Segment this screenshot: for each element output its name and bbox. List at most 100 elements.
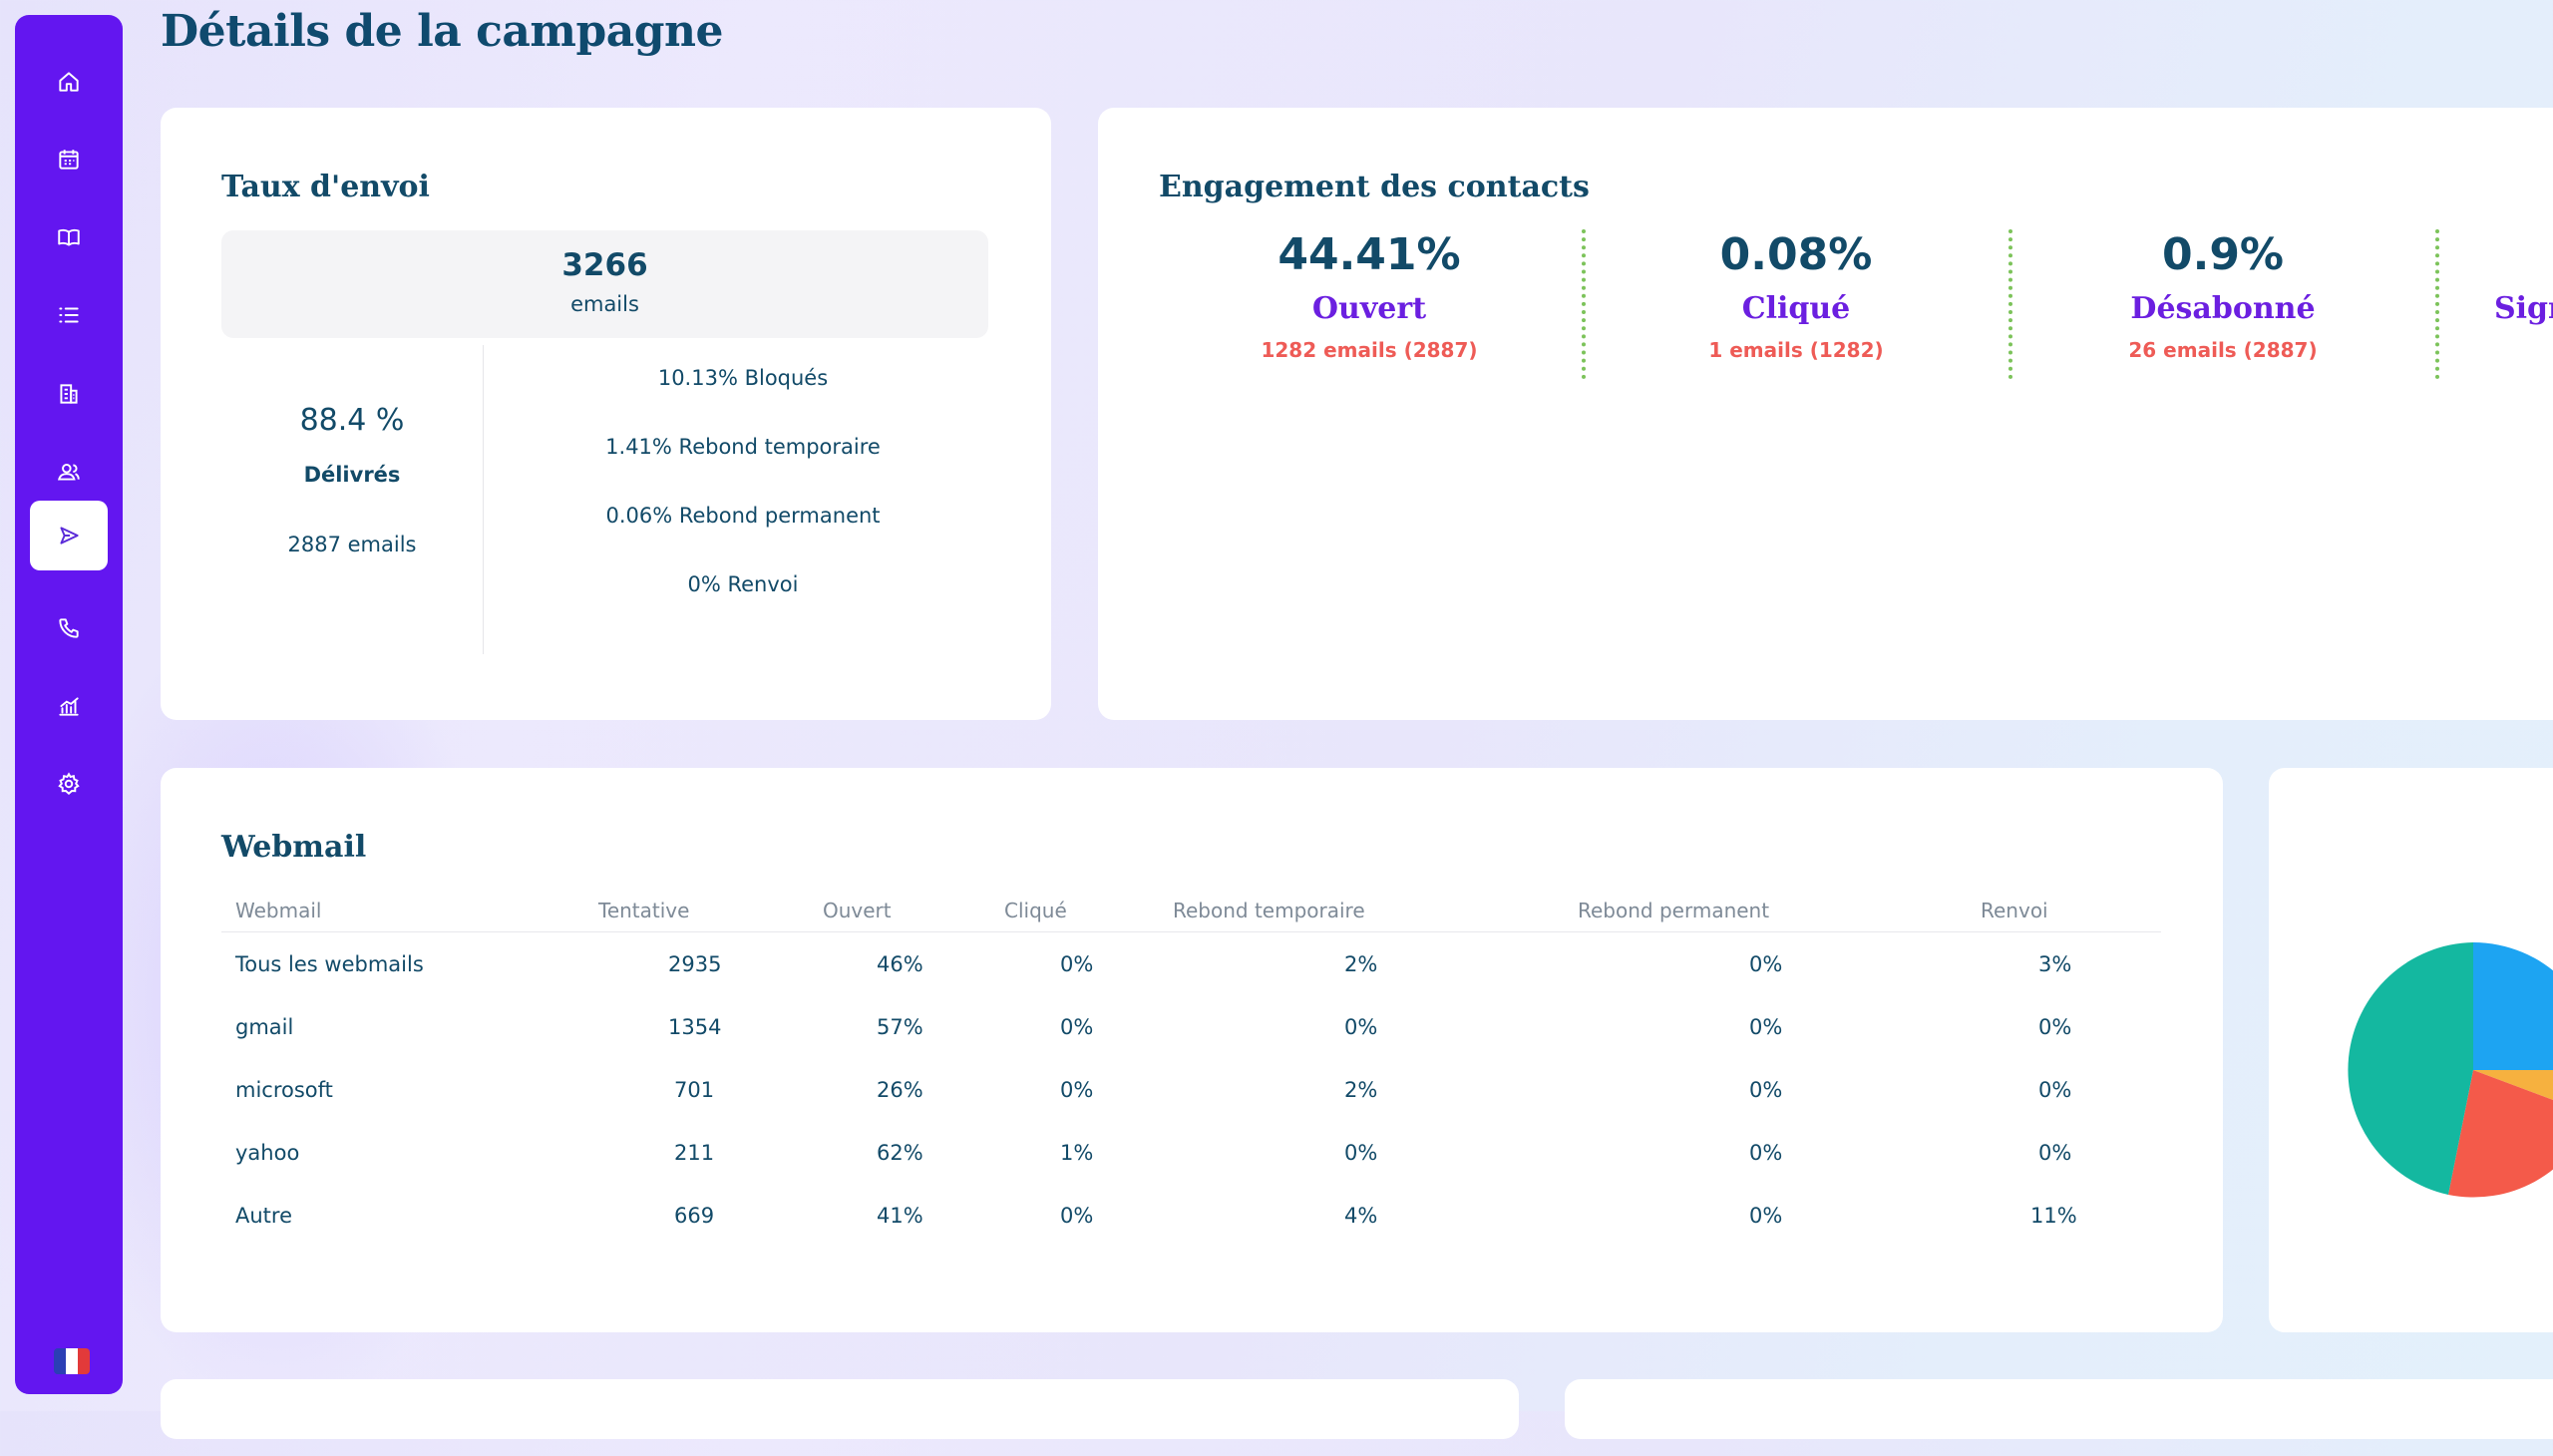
cell-attempts: 1354 bbox=[668, 1014, 722, 1039]
engagement-title: Engagement des contacts bbox=[1159, 170, 1590, 204]
cell-resend: 0% bbox=[2038, 1140, 2072, 1165]
engagement-card: Engagement des contacts 44.41% Ouvert 12… bbox=[1098, 108, 2553, 720]
delivered-label: Délivrés bbox=[303, 463, 401, 487]
pie-slice[interactable] bbox=[2348, 942, 2473, 1195]
nav-campaigns[interactable] bbox=[30, 501, 108, 570]
metric-reported-value bbox=[2494, 227, 2553, 283]
book-icon bbox=[58, 228, 80, 246]
total-emails-value: 3266 bbox=[561, 247, 648, 283]
cell-soft-bounce: 0% bbox=[1344, 1014, 1378, 1039]
table-header-row: Webmail Tentative Ouvert Cliqué Rebond t… bbox=[221, 890, 2161, 932]
nav-calls[interactable] bbox=[30, 593, 108, 663]
cell-resend: 0% bbox=[2038, 1014, 2072, 1039]
sidebar bbox=[15, 15, 123, 1394]
metric-opened-label: Ouvert bbox=[1311, 291, 1427, 326]
cell-hard-bounce: 0% bbox=[1749, 1014, 1783, 1039]
column-header-webmail[interactable]: Webmail bbox=[221, 890, 598, 932]
bottom-card-left bbox=[161, 1379, 1519, 1439]
cell-opened: 41% bbox=[877, 1203, 923, 1228]
pie-slice[interactable] bbox=[2448, 1070, 2553, 1198]
cell-hard-bounce: 0% bbox=[1749, 1140, 1783, 1165]
cell-soft-bounce: 2% bbox=[1344, 951, 1378, 976]
webmail-title: Webmail bbox=[221, 830, 367, 865]
metric-unsubscribed-label: Désabonné bbox=[2130, 291, 2316, 326]
cell-soft-bounce: 2% bbox=[1344, 1077, 1378, 1102]
cell-clicked: 0% bbox=[1060, 1014, 1094, 1039]
cell-hard-bounce: 0% bbox=[1749, 1077, 1783, 1102]
gear-icon bbox=[58, 772, 80, 796]
pie-slice[interactable] bbox=[2473, 942, 2553, 1070]
table-row: microsoft 701 26% 0% 2% 0% 0% bbox=[221, 1058, 2161, 1121]
nav-companies[interactable] bbox=[30, 359, 108, 429]
metric-opened-value: 44.41% bbox=[1277, 229, 1461, 280]
metric-clicked-sub: 1 emails (1282) bbox=[1708, 338, 1884, 362]
nav-calendar[interactable] bbox=[30, 125, 108, 194]
soft-bounce-rate: 1.41% Rebond temporaire bbox=[605, 435, 881, 459]
cell-resend: 11% bbox=[2030, 1203, 2077, 1228]
cell-opened: 46% bbox=[877, 951, 923, 976]
metric-separator bbox=[2008, 229, 2012, 379]
nav-home[interactable] bbox=[30, 47, 108, 117]
cell-webmail: microsoft bbox=[235, 1077, 333, 1102]
cell-opened: 26% bbox=[877, 1077, 923, 1102]
webmail-card: Webmail Webmail Tentative Ouvert Cliqué … bbox=[161, 768, 2223, 1332]
table-row: yahoo 211 62% 1% 0% 0% 0% bbox=[221, 1121, 2161, 1184]
phone-icon bbox=[59, 618, 79, 638]
cell-clicked: 0% bbox=[1060, 951, 1094, 976]
france-flag-icon[interactable] bbox=[54, 1348, 90, 1374]
nav-contacts[interactable] bbox=[30, 437, 108, 507]
pie-chart bbox=[2348, 942, 2553, 1198]
analytics-icon bbox=[59, 697, 79, 716]
column-header-resend[interactable]: Renvoi bbox=[1981, 890, 2161, 932]
nav-list[interactable] bbox=[30, 280, 108, 350]
divider bbox=[483, 345, 484, 654]
table-row: gmail 1354 57% 0% 0% 0% 0% bbox=[221, 995, 2161, 1058]
cell-opened: 57% bbox=[877, 1014, 923, 1039]
cell-attempts: 669 bbox=[674, 1203, 715, 1228]
cell-clicked: 0% bbox=[1060, 1203, 1094, 1228]
cell-opened: 62% bbox=[877, 1140, 923, 1165]
cell-attempts: 211 bbox=[674, 1140, 715, 1165]
nav-settings[interactable] bbox=[30, 749, 108, 819]
column-header-opened[interactable]: Ouvert bbox=[823, 890, 1004, 932]
cell-resend: 3% bbox=[2038, 951, 2072, 976]
metric-separator bbox=[2435, 229, 2439, 379]
cell-attempts: 701 bbox=[674, 1077, 715, 1102]
nav-book[interactable] bbox=[30, 202, 108, 272]
page-title: Détails de la campagne bbox=[161, 6, 724, 57]
send-rate-card: Taux d'envoi 3266 emails 88.4 % Délivrés… bbox=[161, 108, 1051, 720]
nav-analytics[interactable] bbox=[30, 671, 108, 741]
list-icon bbox=[59, 307, 79, 323]
total-emails-label: emails bbox=[570, 292, 639, 316]
metric-reported-label: Sign bbox=[2494, 291, 2553, 326]
column-header-attempts[interactable]: Tentative bbox=[598, 890, 823, 932]
delivered-percent: 88.4 % bbox=[299, 403, 405, 438]
cell-soft-bounce: 4% bbox=[1344, 1203, 1378, 1228]
metric-separator bbox=[1582, 229, 1586, 379]
metric-unsubscribed-sub: 26 emails (2887) bbox=[2128, 338, 2318, 362]
bottom-card-right bbox=[1565, 1379, 2553, 1439]
cell-webmail: Tous les webmails bbox=[235, 951, 424, 976]
metric-unsubscribed: 0.9% Désabonné 26 emails (2887) bbox=[2073, 227, 2372, 365]
cell-clicked: 0% bbox=[1060, 1077, 1094, 1102]
metric-opened-sub: 1282 emails (2887) bbox=[1261, 338, 1478, 362]
resend-rate: 0% Renvoi bbox=[687, 572, 799, 596]
metric-clicked-value: 0.08% bbox=[1719, 229, 1873, 280]
metric-clicked-label: Cliqué bbox=[1741, 291, 1851, 326]
send-rate-title: Taux d'envoi bbox=[221, 170, 430, 204]
users-icon bbox=[58, 463, 80, 481]
metric-unsubscribed-value: 0.9% bbox=[2161, 229, 2285, 280]
cell-soft-bounce: 0% bbox=[1344, 1140, 1378, 1165]
blocked-rate: 10.13% Bloqués bbox=[657, 366, 829, 390]
column-header-clicked[interactable]: Cliqué bbox=[1004, 890, 1173, 932]
calendar-icon bbox=[59, 150, 79, 170]
cell-clicked: 1% bbox=[1060, 1140, 1094, 1165]
cell-attempts: 2935 bbox=[668, 951, 722, 976]
column-header-hard-bounce[interactable]: Rebond permanent bbox=[1578, 890, 1981, 932]
send-icon bbox=[60, 527, 79, 545]
table-row: Autre 669 41% 0% 4% 0% 11% bbox=[221, 1184, 2161, 1247]
column-header-soft-bounce[interactable]: Rebond temporaire bbox=[1173, 890, 1578, 932]
total-emails-box: 3266 emails bbox=[221, 230, 988, 338]
cell-webmail: gmail bbox=[235, 1014, 294, 1039]
pie-chart-card bbox=[2269, 768, 2553, 1332]
